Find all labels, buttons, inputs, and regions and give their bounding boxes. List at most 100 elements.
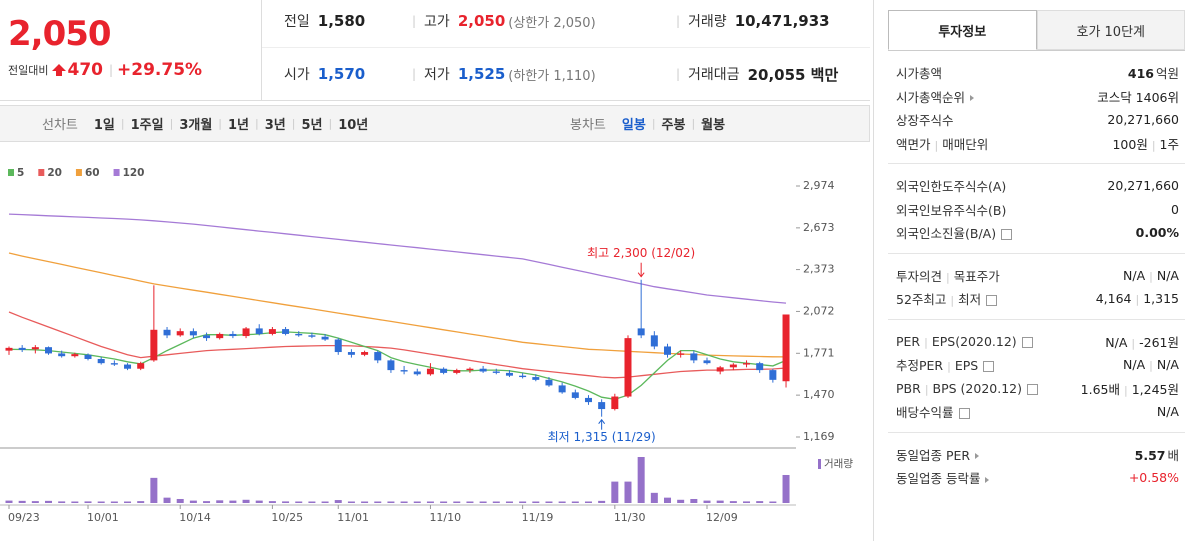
candle-body: [598, 402, 606, 410]
toolbar-button[interactable]: 월봉: [701, 118, 726, 133]
volume-bar: [571, 501, 579, 503]
value-text: 1.65배: [1080, 381, 1120, 397]
volume-legend: 거래량: [824, 458, 853, 470]
separator: |: [691, 117, 696, 130]
candle-body: [229, 333, 237, 337]
info-label: PER | EPS(2020.12): [896, 334, 1033, 349]
separator: |: [1149, 359, 1153, 373]
stat-label: 전일: [284, 14, 310, 30]
info-row: PBR | BPS (2020.12) 1.65배 | 1,245원: [888, 377, 1185, 401]
info-row: 동일업종 등락률 +0.58%: [888, 466, 1185, 490]
volume-bar: [374, 501, 382, 503]
candle-body: [426, 368, 434, 375]
toolbar-button[interactable]: 3개월: [179, 118, 213, 133]
toolbar-button[interactable]: 1일: [93, 118, 115, 133]
info-row: PER | EPS(2020.12) N/A | -261원: [888, 330, 1185, 354]
info-row: 외국인한도주식수(A) 20,271,660: [888, 174, 1185, 198]
info-row: 시가총액순위 코스닥 1406위: [888, 85, 1185, 109]
candle-body: [110, 363, 118, 365]
info-group: 시가총액 416 억원 시가총액순위 코스닥 1406위 상장주식수 20,271,660 액…: [888, 51, 1185, 164]
toolbar-button[interactable]: 10년: [338, 118, 369, 133]
icon-arrow: [985, 476, 990, 483]
label-text: PBR: [896, 380, 921, 396]
separator: |: [947, 360, 951, 374]
volume-bar: [137, 501, 145, 503]
info-value: +0.58%: [1129, 470, 1179, 485]
stat-note: (상한가 2,050): [508, 15, 596, 31]
volume-bar: [440, 501, 448, 503]
candle-body: [124, 364, 132, 369]
candle-body: [58, 353, 66, 357]
info-label: 시가총액: [896, 63, 942, 82]
change-rate: +29.75%: [117, 60, 203, 80]
value-text: 1,245원: [1131, 381, 1179, 397]
tab[interactable]: 투자정보: [888, 10, 1037, 50]
info-value: 100원 | 1주: [1112, 134, 1179, 153]
toolbar-button[interactable]: 5년: [301, 118, 323, 133]
candle-body: [519, 375, 527, 378]
legend-label: 60: [85, 167, 100, 179]
toolbar-button[interactable]: 1년: [228, 118, 250, 133]
info-group: 투자의견 | 목표주가 N/A | N/A 52주최고 | 최저 4,164 | 1,315: [888, 254, 1185, 320]
y-tick-label: 1,169: [803, 430, 835, 443]
candle-body: [492, 371, 500, 373]
candle-body: [650, 335, 658, 347]
candle-body: [453, 370, 461, 373]
info-row: 추정PER | EPS N/A | N/A: [888, 353, 1185, 377]
toolbar-button[interactable]: 일봉: [621, 118, 646, 133]
value-text: N/A: [1156, 404, 1179, 420]
label-text: 동일업종 등락률: [896, 471, 981, 487]
label-text: 52주최고: [896, 292, 947, 308]
separator: |: [1123, 383, 1128, 397]
value-text: N/A: [1123, 357, 1146, 373]
icon-help: [986, 295, 998, 307]
volume-bar: [624, 481, 632, 503]
tab[interactable]: 호가 10단계: [1036, 10, 1185, 50]
separator: |: [676, 14, 681, 28]
info-value: N/A: [1157, 404, 1179, 419]
y-tick-label: 2,373: [803, 263, 835, 276]
label-text: 외국인한도주식수(A): [896, 179, 1007, 195]
candle-body: [321, 336, 329, 340]
info-row: 배당수익률 N/A: [888, 400, 1185, 424]
toolbar-button[interactable]: 1주일: [130, 118, 164, 133]
volume-bar: [690, 498, 698, 503]
divider: [873, 0, 874, 541]
value-text: 0: [1171, 201, 1179, 217]
candle-body: [216, 333, 224, 339]
toolbar-button[interactable]: 주봉: [661, 118, 686, 133]
up-icon: [52, 64, 67, 76]
candle-body: [242, 328, 250, 337]
toolbar-label: 선차트: [42, 118, 78, 133]
stats: 전일 1,580 | 고가 2,050 (상한가 2,050) | 거래량 10,471,933…: [262, 0, 870, 101]
candle-body: [255, 328, 263, 334]
volume-bar: [242, 499, 250, 503]
separator: |: [291, 117, 296, 130]
separator: |: [1131, 336, 1136, 350]
info-row: 액면가 | 매매단위 100원 | 1주: [888, 132, 1185, 156]
volume-bar: [716, 500, 724, 503]
change: 470: [67, 60, 103, 80]
label-text: 액면가: [896, 136, 931, 152]
x-tick-label: 11/10: [429, 511, 461, 524]
tabs: 투자정보 호가 10단계: [888, 10, 1185, 51]
label-text: 최저: [958, 292, 982, 308]
volume-bar: [492, 501, 500, 503]
candle-body: [361, 352, 369, 355]
candle-body: [690, 353, 698, 361]
info-label: 외국인보유주식수(B): [896, 200, 1006, 219]
candle-body: [163, 329, 171, 336]
toolbar-button[interactable]: 3년: [264, 118, 286, 133]
y-tick-label: 1,771: [803, 346, 835, 359]
icon-help: [1027, 383, 1038, 395]
candle-body: [637, 328, 645, 336]
volume-bar: [282, 501, 290, 503]
candle-body: [189, 331, 197, 336]
candle-body: [505, 372, 513, 376]
info-value: 20,271,660: [1107, 112, 1179, 127]
x-tick-label: 11/19: [522, 511, 554, 524]
candle-body: [97, 358, 105, 364]
stat-label: 거래량: [688, 14, 727, 30]
volume-bar: [308, 501, 316, 503]
info-value: 0.00%: [1136, 225, 1179, 240]
